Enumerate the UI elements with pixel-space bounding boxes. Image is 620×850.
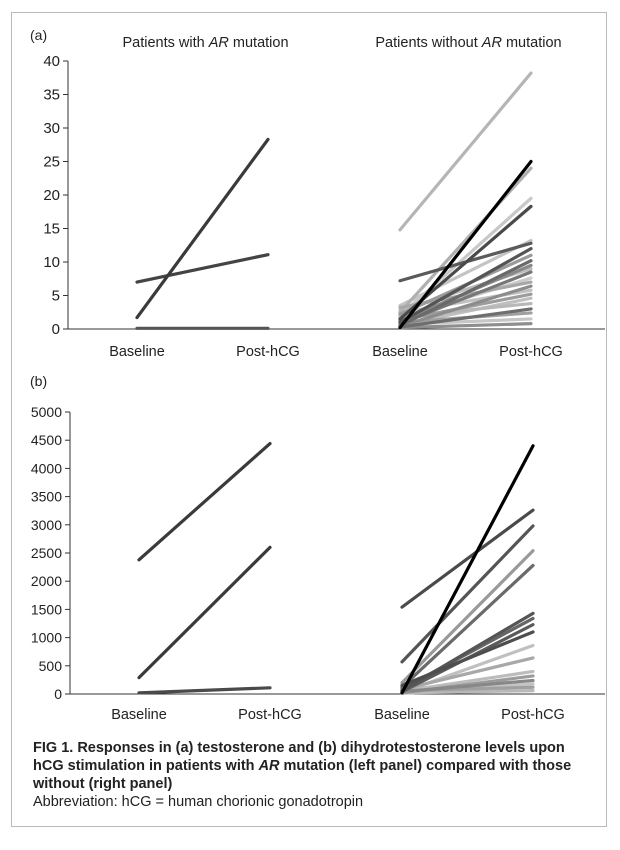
y-tick-label: 1500 [31, 601, 62, 617]
y-tick-label: 10 [43, 254, 60, 271]
y-tick-label: 30 [43, 120, 60, 137]
x-category-label: Baseline [111, 707, 167, 723]
caption-label: FIG 1. [33, 740, 74, 756]
y-tick-label: 4500 [31, 432, 62, 448]
y-tick-label: 20 [43, 187, 60, 204]
series-line [137, 441, 272, 562]
y-tick-label: 25 [43, 154, 60, 171]
y-tick-label: 4000 [31, 460, 62, 476]
y-tick-label: 40 [43, 53, 60, 70]
series-line [398, 307, 533, 329]
y-tick-label: 0 [52, 321, 60, 338]
chart-panel-a: (a) 0 5 10 15 20 25 30 35 40 Patients with AR muta… [30, 27, 605, 360]
group-title: Patients without AR mutation [375, 35, 561, 51]
figure-charts: (a) 0 5 10 15 20 25 30 35 40 Patients with AR muta… [30, 27, 605, 723]
group-without-ar-mutation: Patients without AR mutation Baseline Post… [372, 35, 563, 360]
caption-text: Responses in (a) testosterone and (b) di… [33, 740, 572, 792]
series-line [400, 669, 535, 693]
y-tick-label: 2000 [31, 573, 62, 589]
x-category-label: Baseline [374, 707, 430, 723]
y-tick-label: 3000 [31, 517, 62, 533]
series-line [135, 137, 270, 320]
y-tick-label: 35 [43, 87, 60, 104]
y-tick-label: 500 [39, 658, 63, 674]
series-line [398, 247, 533, 324]
series-line [400, 656, 535, 692]
panel-label: (a) [30, 27, 47, 43]
series-line [400, 678, 535, 694]
y-tick-label: 5000 [31, 404, 62, 420]
x-category-label: Baseline [109, 344, 165, 360]
series-line [398, 284, 533, 328]
series-line [400, 689, 535, 695]
group-with-ar-mutation: Patients with AR mutation Baseline Post-hC… [109, 35, 300, 360]
figure-caption: FIG 1. Responses in (a) testosterone and… [33, 739, 593, 811]
x-category-label: Baseline [372, 344, 428, 360]
y-tick-label: 3500 [31, 489, 62, 505]
y-tick-label: 1000 [31, 630, 62, 646]
series-line [398, 238, 533, 308]
x-category-label: Post-hCG [499, 344, 563, 360]
figure-frame [11, 12, 607, 827]
series-line [400, 630, 535, 688]
series-line [398, 166, 533, 314]
y-tick-label: 2500 [31, 545, 62, 561]
series-line [398, 322, 533, 330]
caption-abbreviation: Abbreviation: hCG = human chorionic gona… [33, 794, 364, 810]
series-line [400, 444, 535, 695]
chart-panel-b: (b) 0 500 1000 1500 2000 2500 3000 3500 4000 4500 5… [30, 373, 605, 723]
series-line [137, 545, 272, 680]
series-line [400, 563, 535, 689]
y-tick-label: 15 [43, 221, 60, 238]
series-line [400, 508, 535, 609]
series-line [137, 686, 272, 695]
series-line [398, 71, 533, 232]
x-category-label: Post-hCG [238, 707, 302, 723]
x-category-label: Post-hCG [236, 344, 300, 360]
y-tick-label: 5 [52, 288, 60, 305]
group-without-ar-mutation: Baseline Post-hCG [374, 444, 565, 723]
y-tick-label: 0 [54, 686, 62, 702]
series-line [135, 253, 270, 284]
series-line [398, 259, 533, 328]
series-line [398, 159, 533, 330]
panel-label: (b) [30, 373, 47, 389]
group-with-ar-mutation: Baseline Post-hCG [111, 441, 302, 723]
x-category-label: Post-hCG [501, 707, 565, 723]
series-line [400, 549, 535, 685]
series-line [400, 524, 535, 664]
group-title: Patients with AR mutation [122, 35, 288, 51]
